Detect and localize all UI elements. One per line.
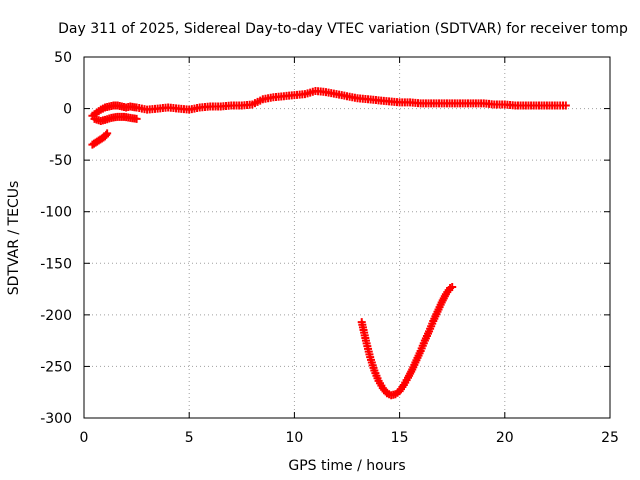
x-tick-label: 0: [80, 430, 89, 446]
y-tick-label: -150: [40, 256, 72, 272]
y-tick-label: -250: [40, 359, 72, 375]
y-axis-label: SDTVAR / TECUs: [6, 181, 22, 296]
y-tick-label: 50: [54, 50, 72, 66]
y-tick-label: -300: [40, 411, 72, 427]
x-tick-label: 10: [285, 430, 303, 446]
series-early-segment: [88, 129, 112, 149]
x-tick-label: 5: [185, 430, 194, 446]
series-lower-branch: [90, 112, 141, 125]
chart-title: Day 311 of 2025, Sidereal Day-to-day VTE…: [58, 21, 628, 37]
series-dip-arc: [357, 283, 457, 400]
data-point-marker: [132, 114, 141, 123]
series-main-trace: [88, 87, 570, 120]
grid-layer: [84, 57, 610, 418]
x-tick-label: 15: [391, 430, 409, 446]
y-tick-label: -200: [40, 308, 72, 324]
y-tick-label: -100: [40, 205, 72, 221]
x-axis-label: GPS time / hours: [288, 458, 405, 474]
data-layer: [88, 87, 570, 400]
data-point-marker: [102, 130, 111, 139]
x-tick-label: 20: [496, 430, 514, 446]
data-point-marker: [448, 283, 457, 292]
plot-frame: [83, 56, 611, 419]
x-tick-label: 25: [601, 430, 619, 446]
data-point-marker: [561, 101, 570, 110]
data-point-marker: [103, 129, 112, 138]
tick-layer: 0 5 10 15 20 25 50 0 -50 -100 -150 -200 -250 -300: [40, 50, 619, 446]
y-tick-label: -50: [49, 153, 72, 169]
y-tick-label: 0: [63, 102, 72, 118]
